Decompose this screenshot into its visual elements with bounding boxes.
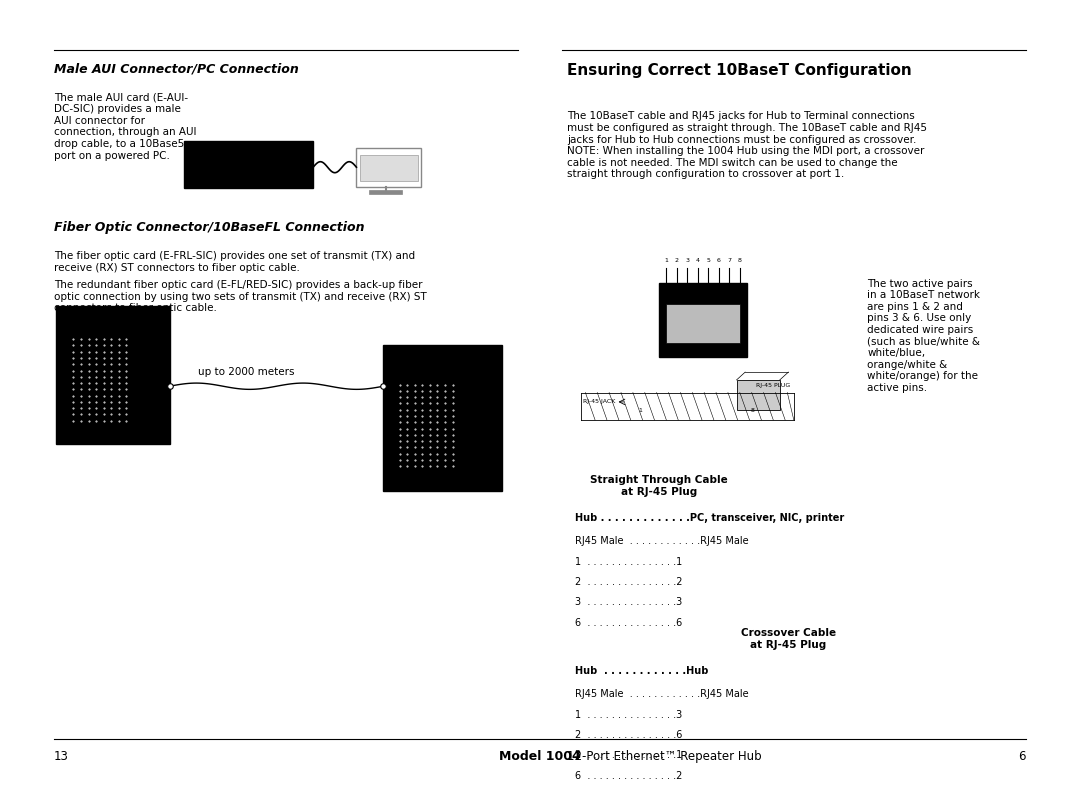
Text: 6  . . . . . . . . . . . . . . .6: 6 . . . . . . . . . . . . . . .6 xyxy=(575,618,681,628)
Text: 12-Port Ethernet™ Repeater Hub: 12-Port Ethernet™ Repeater Hub xyxy=(567,750,761,763)
Text: 2  . . . . . . . . . . . . . . .2: 2 . . . . . . . . . . . . . . .2 xyxy=(575,577,683,587)
Text: 3  . . . . . . . . . . . . . . .3: 3 . . . . . . . . . . . . . . .3 xyxy=(575,597,681,608)
Text: The two active pairs
in a 10BaseT network
are pins 1 & 2 and
pins 3 & 6. Use onl: The two active pairs in a 10BaseT networ… xyxy=(867,279,981,393)
FancyBboxPatch shape xyxy=(369,190,402,194)
Text: The male AUI card (E-AUI-
DC-SIC) provides a male
AUI connector for
connection, : The male AUI card (E-AUI- DC-SIC) provid… xyxy=(54,93,197,161)
FancyBboxPatch shape xyxy=(659,283,747,357)
Text: 5: 5 xyxy=(706,258,711,263)
Text: Model 1004: Model 1004 xyxy=(499,750,581,763)
Text: The fiber optic card (E-FRL-SIC) provides one set of transmit (TX) and
receive (: The fiber optic card (E-FRL-SIC) provide… xyxy=(54,251,415,273)
Text: Crossover Cable
at RJ-45 Plug: Crossover Cable at RJ-45 Plug xyxy=(741,628,836,650)
Text: 1  . . . . . . . . . . . . . . .1: 1 . . . . . . . . . . . . . . .1 xyxy=(575,557,681,567)
Text: 13: 13 xyxy=(54,750,69,763)
Text: The redundant fiber optic card (E-FL/RED-SIC) provides a back-up fiber
optic con: The redundant fiber optic card (E-FL/RED… xyxy=(54,280,427,313)
Text: 2: 2 xyxy=(675,258,679,263)
Text: 7: 7 xyxy=(727,258,731,263)
Text: Hub . . . . . . . . . . . . .PC, transceiver, NIC, printer: Hub . . . . . . . . . . . . .PC, transce… xyxy=(575,513,843,523)
Text: Male AUI Connector/PC Connection: Male AUI Connector/PC Connection xyxy=(54,63,299,76)
Text: up to 2000 meters: up to 2000 meters xyxy=(198,367,294,378)
Text: Ensuring Correct 10BaseT Configuration: Ensuring Correct 10BaseT Configuration xyxy=(567,63,912,78)
FancyBboxPatch shape xyxy=(356,148,421,187)
Text: 3: 3 xyxy=(686,258,689,263)
Text: 8: 8 xyxy=(738,258,742,263)
Text: RJ45 Male  . . . . . . . . . . . .RJ45 Male: RJ45 Male . . . . . . . . . . . .RJ45 Ma… xyxy=(575,689,748,699)
Text: 2  . . . . . . . . . . . . . . .6: 2 . . . . . . . . . . . . . . .6 xyxy=(575,730,681,740)
Text: 3  . . . . . . . . . . . . . . .1: 3 . . . . . . . . . . . . . . .1 xyxy=(575,750,681,761)
Text: 6  . . . . . . . . . . . . . . .2: 6 . . . . . . . . . . . . . . .2 xyxy=(575,771,681,781)
FancyBboxPatch shape xyxy=(383,345,502,491)
FancyBboxPatch shape xyxy=(184,141,313,188)
FancyBboxPatch shape xyxy=(56,306,170,444)
Text: 6: 6 xyxy=(1018,750,1026,763)
FancyBboxPatch shape xyxy=(737,380,780,410)
Text: 1  . . . . . . . . . . . . . . .3: 1 . . . . . . . . . . . . . . .3 xyxy=(575,710,681,720)
Text: 6: 6 xyxy=(717,258,720,263)
Text: 8: 8 xyxy=(751,408,755,413)
Text: RJ-45 PLUG: RJ-45 PLUG xyxy=(756,383,791,388)
Text: Straight Through Cable
at RJ-45 Plug: Straight Through Cable at RJ-45 Plug xyxy=(590,475,728,497)
Text: RJ-45 JACK: RJ-45 JACK xyxy=(583,399,616,403)
FancyBboxPatch shape xyxy=(360,155,418,181)
Text: 4: 4 xyxy=(696,258,700,263)
Text: RJ45 Male  . . . . . . . . . . . .RJ45 Male: RJ45 Male . . . . . . . . . . . .RJ45 Ma… xyxy=(575,536,748,546)
Text: Hub  . . . . . . . . . . . .Hub: Hub . . . . . . . . . . . .Hub xyxy=(575,666,707,676)
FancyBboxPatch shape xyxy=(666,305,740,343)
Text: 1: 1 xyxy=(664,258,669,263)
Text: Fiber Optic Connector/10BaseFL Connection: Fiber Optic Connector/10BaseFL Connectio… xyxy=(54,221,365,235)
Text: The 10BaseT cable and RJ45 jacks for Hub to Terminal connections
must be configu: The 10BaseT cable and RJ45 jacks for Hub… xyxy=(567,111,927,180)
Text: 1: 1 xyxy=(638,408,643,413)
